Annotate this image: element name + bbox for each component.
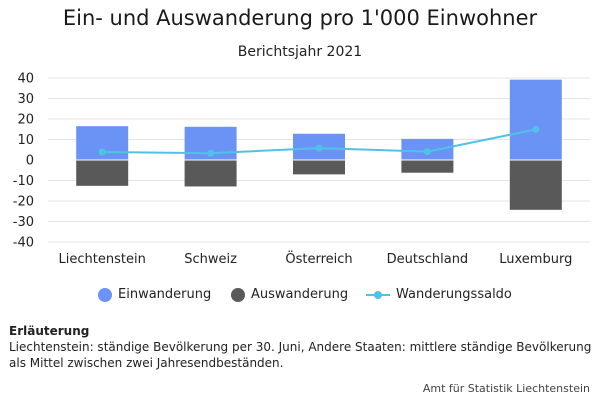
- y-tick-label: 0: [26, 154, 34, 169]
- note-heading: Erläuterung: [9, 324, 90, 338]
- x-tick-label: Liechtenstein: [59, 252, 146, 267]
- bar-auswanderung: [184, 160, 237, 187]
- bar-einwanderung: [509, 79, 562, 160]
- chart-title: Ein- und Auswanderung pro 1'000 Einwohne…: [62, 6, 538, 30]
- bar-auswanderung: [76, 160, 129, 186]
- y-tick-label: 10: [17, 133, 34, 148]
- y-tick-label: 20: [17, 113, 34, 128]
- legend-item-einwanderung[interactable]: Einwanderung: [98, 287, 211, 302]
- y-tick-label: 30: [17, 92, 34, 107]
- point-wanderungssaldo: [423, 148, 431, 156]
- x-tick-label: Luxemburg: [499, 252, 572, 267]
- y-tick-label: -40: [13, 236, 34, 251]
- chart-subtitle: Berichtsjahr 2021: [237, 44, 363, 60]
- legend: Einwanderung Auswanderung Wanderungssald…: [0, 287, 600, 307]
- point-wanderungssaldo: [98, 148, 106, 156]
- legend-swatch-einwanderung: [98, 287, 112, 302]
- bar-auswanderung: [293, 160, 345, 175]
- point-wanderungssaldo: [532, 125, 540, 133]
- legend-swatch-auswanderung: [231, 287, 245, 302]
- legend-label-auswanderung: Auswanderung: [251, 287, 349, 302]
- legend-item-wanderungssaldo[interactable]: Wanderungssaldo: [366, 287, 512, 302]
- y-tick-label: -30: [13, 215, 34, 230]
- bar-auswanderung: [509, 160, 562, 210]
- y-tick-label: -10: [13, 174, 34, 189]
- explanation-note: Erläuterung Liechtenstein: ständige Bevö…: [9, 323, 594, 371]
- legend-item-auswanderung[interactable]: Auswanderung: [231, 287, 348, 302]
- x-tick-label: Schweiz: [184, 252, 237, 267]
- legend-label-wanderungssaldo: Wanderungssaldo: [396, 287, 512, 302]
- source-credit: Amt für Statistik Liechtenstein: [422, 382, 590, 395]
- note-text: Liechtenstein: ständige Bevölkerung per …: [9, 340, 592, 370]
- legend-swatch-wanderungssaldo: [366, 288, 390, 302]
- point-wanderungssaldo: [315, 144, 323, 152]
- legend-label-einwanderung: Einwanderung: [118, 287, 212, 302]
- y-tick-label: 40: [17, 72, 34, 87]
- bar-auswanderung: [401, 160, 454, 173]
- y-tick-label: -20: [13, 195, 34, 210]
- x-tick-label: Österreich: [285, 250, 352, 267]
- chart-area: 40 30 20 10 0 -10 -20 -30 -40 Liechtenstein Schwei…: [13, 72, 590, 267]
- x-tick-label: Deutschland: [387, 252, 469, 267]
- point-wanderungssaldo: [207, 149, 215, 157]
